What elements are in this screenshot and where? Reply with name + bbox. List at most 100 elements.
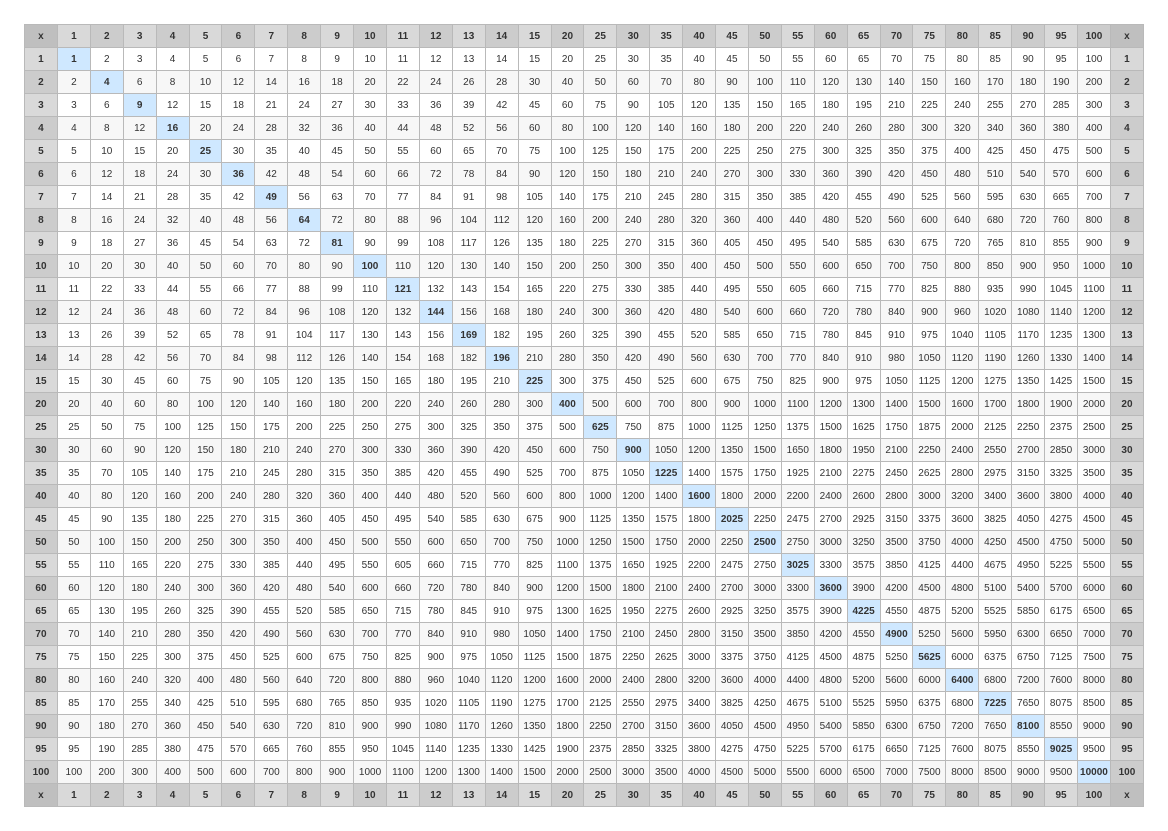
product-cell: 675 [913,232,946,255]
product-cell: 2925 [847,508,880,531]
product-cell: 280 [485,393,518,416]
product-cell: 360 [617,301,650,324]
product-cell: 475 [1045,140,1078,163]
product-cell: 2125 [584,692,617,715]
product-cell: 420 [485,439,518,462]
product-cell: 4275 [716,738,749,761]
square-cell: 9 [123,94,156,117]
product-cell: 510 [979,163,1012,186]
product-cell: 5400 [814,715,847,738]
product-cell: 8 [156,71,189,94]
product-cell: 7000 [880,761,913,784]
product-cell: 190 [1045,71,1078,94]
col-header: 3 [123,25,156,48]
product-cell: 1200 [946,370,979,393]
product-cell: 20 [90,255,123,278]
product-cell: 35 [57,462,90,485]
product-cell: 117 [452,232,485,255]
product-cell: 40 [551,71,584,94]
product-cell: 1260 [485,715,518,738]
product-cell: 1275 [979,370,1012,393]
product-cell: 5250 [913,623,946,646]
product-cell: 495 [716,278,749,301]
product-cell: 510 [222,692,255,715]
product-cell: 1120 [946,347,979,370]
product-cell: 3750 [913,531,946,554]
product-cell: 56 [156,347,189,370]
product-cell: 140 [255,393,288,416]
product-cell: 22 [386,71,419,94]
product-cell: 54 [222,232,255,255]
product-cell: 1235 [452,738,485,761]
product-cell: 420 [880,163,913,186]
product-cell: 350 [189,623,222,646]
product-cell: 100 [584,117,617,140]
product-cell: 5400 [1012,577,1045,600]
product-cell: 1045 [1045,278,1078,301]
col-header: 15 [518,784,551,807]
product-cell: 2450 [650,623,683,646]
product-cell: 840 [814,347,847,370]
product-cell: 1330 [485,738,518,761]
product-cell: 720 [288,715,321,738]
product-cell: 180 [551,232,584,255]
product-cell: 90 [617,94,650,117]
row-header: 11 [25,278,58,301]
product-cell: 375 [189,646,222,669]
product-cell: 240 [419,393,452,416]
product-cell: 105 [650,94,683,117]
product-cell: 270 [716,163,749,186]
product-cell: 12 [419,48,452,71]
product-cell: 240 [551,301,584,324]
product-cell: 250 [748,140,781,163]
product-cell: 28 [255,117,288,140]
product-cell: 175 [255,416,288,439]
product-cell: 3150 [880,508,913,531]
product-cell: 90 [90,508,123,531]
product-cell: 715 [781,324,814,347]
row-header: 30 [1110,439,1143,462]
product-cell: 800 [1078,209,1111,232]
product-cell: 325 [452,416,485,439]
product-cell: 450 [748,232,781,255]
product-cell: 28 [156,186,189,209]
product-cell: 350 [650,255,683,278]
product-cell: 2400 [946,439,979,462]
product-cell: 135 [123,508,156,531]
product-cell: 400 [748,209,781,232]
product-cell: 2125 [979,416,1012,439]
product-cell: 175 [189,462,222,485]
product-cell: 1050 [913,347,946,370]
product-cell: 855 [1045,232,1078,255]
product-cell: 98 [255,347,288,370]
product-cell: 1950 [847,439,880,462]
product-cell: 1020 [979,301,1012,324]
product-cell: 32 [288,117,321,140]
product-cell: 180 [123,577,156,600]
product-cell: 1000 [748,393,781,416]
product-cell: 300 [1078,94,1111,117]
product-cell: 900 [419,646,452,669]
col-header: 7 [255,25,288,48]
product-cell: 3500 [880,531,913,554]
product-cell: 200 [748,117,781,140]
product-cell: 16 [288,71,321,94]
row-header: 7 [25,186,58,209]
product-cell: 560 [880,209,913,232]
product-cell: 855 [321,738,354,761]
product-cell: 6800 [946,692,979,715]
product-cell: 1250 [748,416,781,439]
product-cell: 1750 [584,623,617,646]
product-cell: 3200 [946,485,979,508]
product-cell: 6500 [1078,600,1111,623]
product-cell: 260 [452,393,485,416]
product-cell: 300 [156,646,189,669]
product-cell: 42 [222,186,255,209]
product-cell: 45 [123,370,156,393]
square-cell: 16 [156,117,189,140]
product-cell: 8550 [1012,738,1045,761]
product-cell: 320 [156,669,189,692]
product-cell: 66 [386,163,419,186]
product-cell: 700 [485,531,518,554]
product-cell: 4800 [814,669,847,692]
